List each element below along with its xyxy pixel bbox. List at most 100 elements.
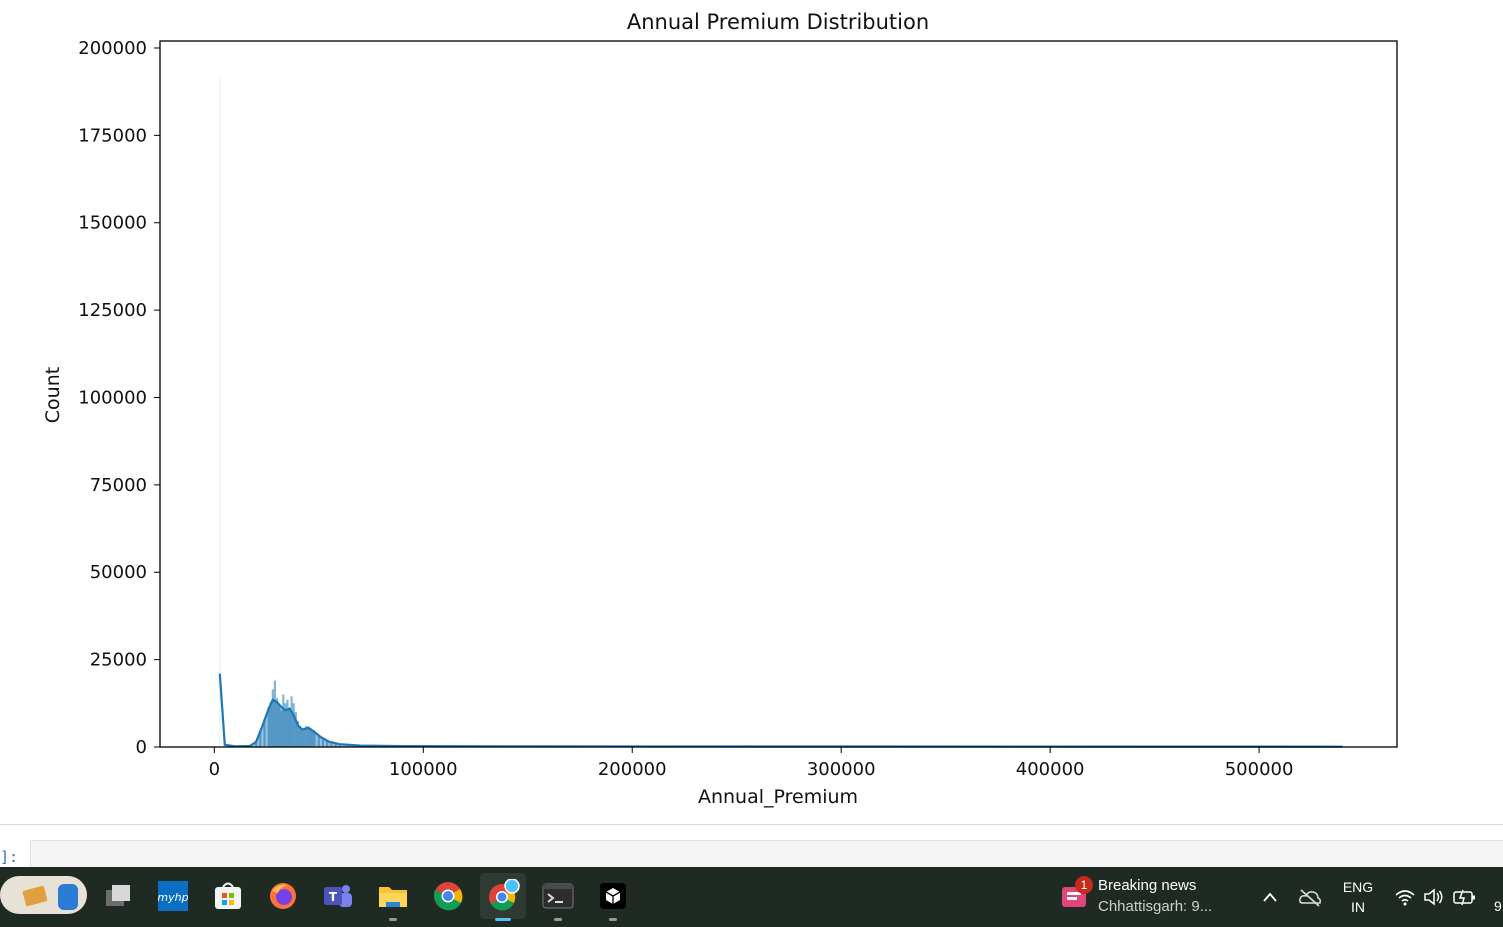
histogram-bar <box>271 689 274 747</box>
svg-text:myhp: myhp <box>158 891 188 904</box>
file-explorer-button[interactable] <box>370 873 416 921</box>
histogram-bar <box>317 734 320 747</box>
y-tick-label: 125000 <box>78 300 147 321</box>
histogram-bar <box>311 729 314 747</box>
histogram-bar <box>284 703 287 747</box>
teams-icon: T <box>324 885 352 907</box>
histogram-bar <box>326 740 329 747</box>
histogram-bar <box>313 731 316 747</box>
histogram-bar <box>294 712 297 747</box>
histogram-bar <box>307 726 310 747</box>
x-axis: 0 100000 200000 300000 400000 500000 <box>209 747 1294 780</box>
news-title: Breaking news <box>1098 877 1197 894</box>
myhp-icon: myhp <box>158 881 188 911</box>
cloud-off-icon[interactable] <box>1298 887 1322 907</box>
chrome-profile-button[interactable] <box>480 873 526 921</box>
histogram-bar <box>292 703 295 747</box>
histogram-bars <box>219 76 361 747</box>
y-tick-label: 200000 <box>78 38 147 59</box>
language-code: ENG <box>1342 879 1374 895</box>
x-tick-label: 0 <box>209 759 220 780</box>
firefox-button[interactable] <box>260 873 306 919</box>
plot-frame <box>159 40 1398 748</box>
histogram-bar <box>303 727 306 747</box>
running-indicator <box>609 918 617 921</box>
histogram-bar <box>298 726 302 747</box>
y-tick-label: 25000 <box>90 650 147 671</box>
cube-app-button[interactable] <box>590 873 636 921</box>
histogram-bar <box>288 708 291 747</box>
histogram-bar <box>267 706 270 747</box>
y-tick-label: 0 <box>136 737 147 758</box>
task-view-button[interactable] <box>95 873 141 919</box>
histogram-chart: Annual Premium Distribution 0 100000 20000… <box>42 10 1398 808</box>
volume-icon[interactable] <box>1423 888 1445 906</box>
widgets-button[interactable] <box>0 876 87 914</box>
taskbar <box>0 867 1503 927</box>
y-axis: 0 25000 50000 75000 100000 125000 150000 175000… <box>78 38 160 758</box>
chevron-up-icon[interactable] <box>1262 891 1278 903</box>
clock: 9 <box>1494 898 1502 914</box>
cube-icon <box>600 883 626 909</box>
region-code: IN <box>1351 899 1365 915</box>
histogram-bar <box>301 729 304 747</box>
histogram-bar <box>255 741 258 747</box>
firefox-icon <box>270 883 296 909</box>
cell-prompt: ]: <box>0 848 19 866</box>
histogram-bar <box>296 720 299 747</box>
battery-icon[interactable] <box>1453 888 1477 906</box>
myhp-button[interactable]: myhp <box>150 873 196 919</box>
wifi-icon[interactable] <box>1394 888 1416 906</box>
y-tick-label: 175000 <box>78 125 147 146</box>
kde-curve <box>218 673 1343 748</box>
widgets-icon <box>22 884 78 910</box>
chrome-profile-icon <box>489 879 520 911</box>
x-tick-label: 200000 <box>598 759 667 780</box>
histogram-bar <box>286 699 289 747</box>
histogram-bar <box>321 738 325 747</box>
task-view-icon <box>106 885 130 906</box>
histogram-bar <box>280 710 283 747</box>
store-icon <box>215 882 241 909</box>
histogram-bar <box>305 726 308 747</box>
histogram-bar <box>263 719 266 747</box>
y-tick-label: 150000 <box>78 213 147 234</box>
histogram-bar <box>275 698 279 747</box>
histogram-bar <box>309 727 312 747</box>
x-tick-label: 300000 <box>807 759 876 780</box>
histogram-bar <box>273 680 276 747</box>
teams-button[interactable]: T <box>315 873 361 919</box>
chart-title: Annual Premium Distribution <box>627 10 929 34</box>
active-indicator <box>495 918 511 921</box>
y-axis-label: Count <box>42 367 64 423</box>
chrome-icon <box>433 882 463 911</box>
store-button[interactable] <box>205 873 251 919</box>
histogram-bar <box>282 694 285 747</box>
y-tick-label: 50000 <box>90 562 147 583</box>
x-tick-label: 500000 <box>1225 759 1294 780</box>
svg-text:T: T <box>329 890 338 904</box>
histogram-area <box>249 699 361 747</box>
histogram-bar <box>290 696 293 747</box>
histogram-bar <box>219 76 221 747</box>
histogram-bar <box>334 744 337 747</box>
terminal-icon <box>542 883 574 909</box>
x-axis-label: Annual_Premium <box>698 786 858 808</box>
y-tick-label: 75000 <box>90 475 147 496</box>
histogram-bar <box>278 705 281 747</box>
histogram-bar <box>259 731 262 747</box>
running-indicator <box>389 918 397 921</box>
notebook-cell-input[interactable] <box>30 840 1503 868</box>
histogram-bar <box>330 742 333 747</box>
chrome-button[interactable] <box>425 873 471 919</box>
running-indicator <box>554 918 562 921</box>
x-tick-label: 400000 <box>1016 759 1085 780</box>
x-tick-label: 100000 <box>389 759 458 780</box>
y-tick-label: 100000 <box>78 387 147 408</box>
terminal-button[interactable] <box>535 873 581 921</box>
news-subtitle: Chhattisgarh: 9... <box>1098 898 1213 915</box>
histogram-bar <box>338 745 341 747</box>
news-badge: 1 <box>1075 876 1093 894</box>
folder-icon <box>379 887 407 907</box>
histogram-bar <box>269 701 272 747</box>
